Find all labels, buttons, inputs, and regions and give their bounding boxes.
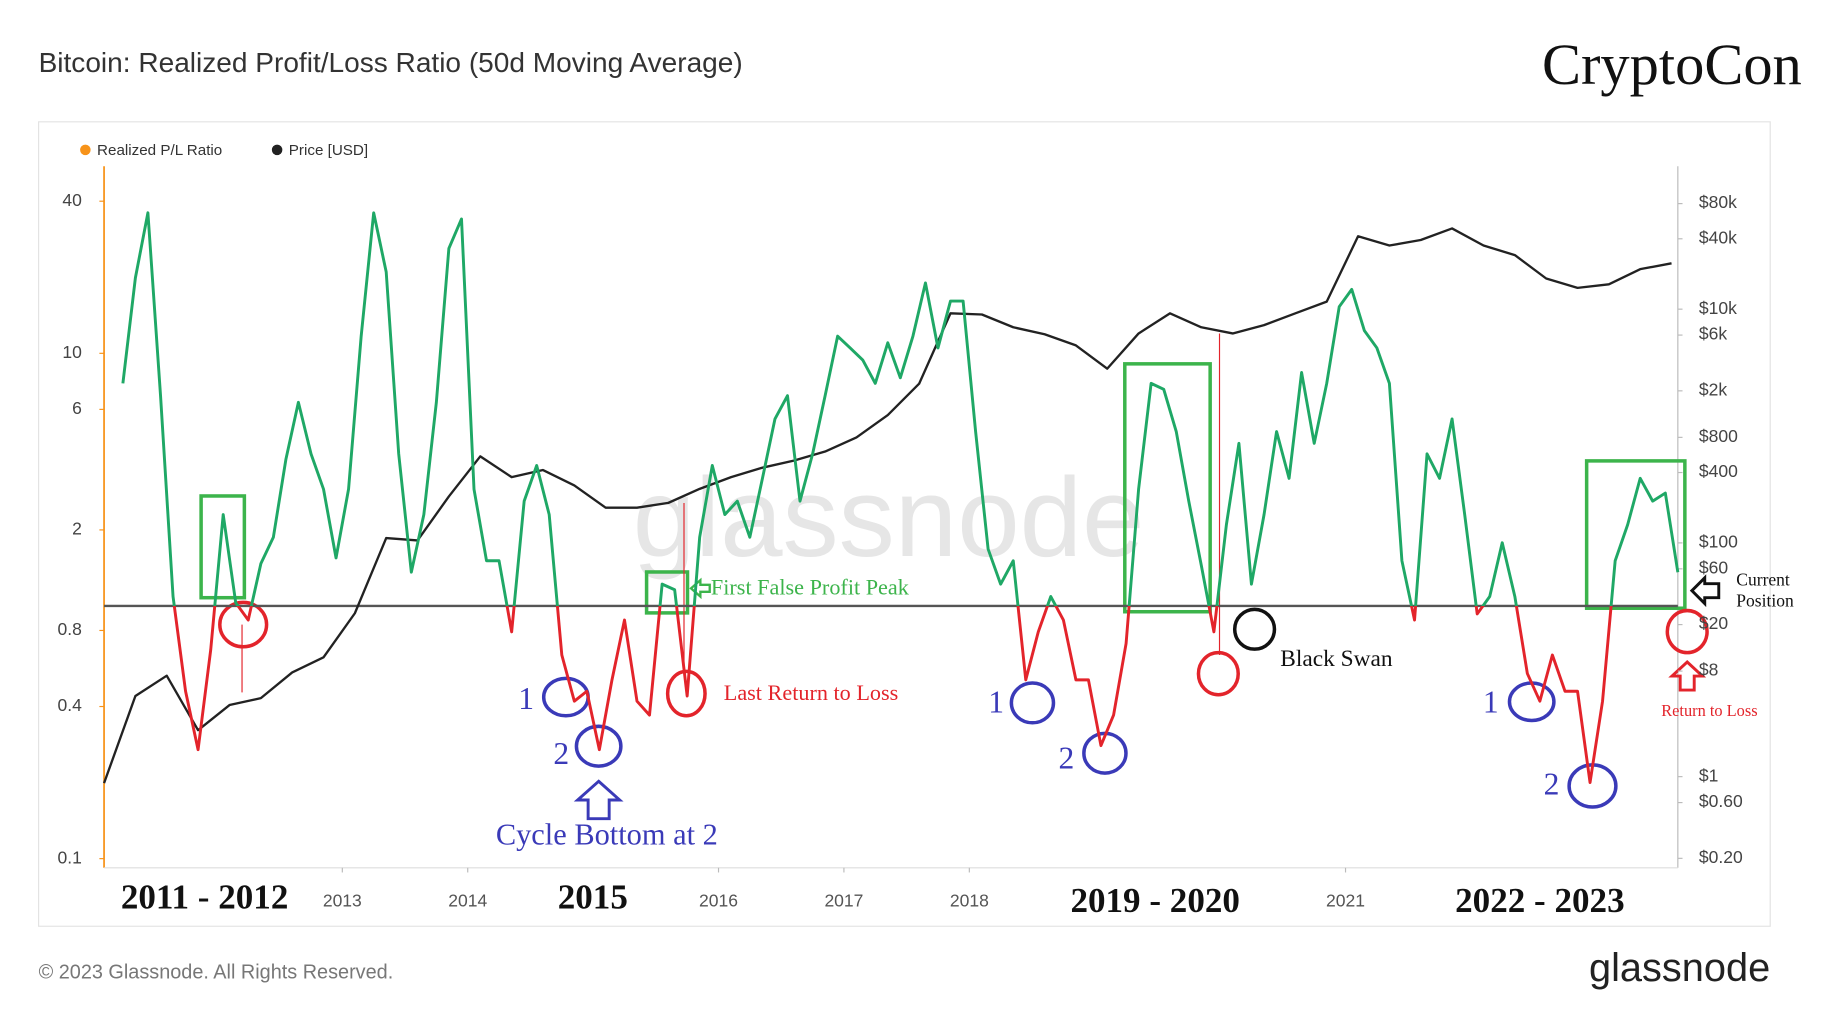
annotation: Position: [1736, 590, 1794, 610]
y2-tick-label: $40k: [1699, 227, 1737, 247]
arrow: [1689, 574, 1721, 608]
annotation: 2015: [558, 878, 628, 917]
circle: [1665, 608, 1709, 655]
circle: [218, 600, 269, 649]
circle: [1196, 650, 1240, 697]
annotation: 2: [1058, 741, 1074, 776]
chart-title: Bitcoin: Realized Profit/Loss Ratio (50d…: [39, 47, 743, 78]
y-tick-label: 0.1: [57, 847, 81, 867]
annotation: Black Swan: [1280, 646, 1393, 672]
y-tick-label: 0.4: [57, 695, 82, 715]
arrow: [1668, 660, 1707, 692]
y-tick-label: 0.8: [57, 619, 81, 639]
x-tick-label: 2021: [1326, 890, 1365, 910]
annotation: 2022 - 2023: [1455, 881, 1624, 920]
annotation: 2: [1544, 766, 1560, 801]
y2-tick-label: $100: [1699, 532, 1738, 552]
y-tick-label: 6: [72, 398, 82, 418]
x-tick-label: 2014: [448, 890, 487, 910]
circle: [1009, 681, 1056, 725]
legend-swatch: [271, 144, 283, 156]
box: [644, 570, 690, 615]
annotation: Last Return to Loss: [724, 680, 899, 705]
circle: [574, 724, 623, 768]
y2-tick-label: $400: [1699, 461, 1738, 481]
annotation: 1: [1483, 685, 1499, 720]
annotation: 2: [553, 736, 569, 771]
box: [1123, 362, 1212, 614]
watermark: glassnode: [633, 454, 1145, 580]
circle: [1232, 607, 1277, 651]
arrow: [573, 779, 624, 821]
y2-tick-label: $6k: [1699, 324, 1727, 344]
annotation: 2011 - 2012: [121, 878, 289, 917]
price-line: [102, 227, 1672, 784]
profit-line: [121, 211, 1680, 606]
x-tick-label: 2013: [323, 890, 362, 910]
legend-swatch: [80, 144, 91, 156]
y2-tick-label: $1: [1699, 765, 1718, 785]
footer: © 2023 Glassnode. All Rights Reserved.: [39, 961, 394, 983]
annotation: 1: [518, 681, 534, 716]
y2-tick-label: $2k: [1699, 379, 1727, 399]
y2-tick-label: $10k: [1699, 298, 1737, 318]
y2-tick-label: $0.20: [1699, 847, 1743, 867]
logo: glassnode: [1589, 946, 1770, 990]
arrow: [689, 577, 711, 600]
y2-tick-label: $20: [1699, 613, 1728, 633]
legend-label: Realized P/L Ratio: [97, 142, 222, 159]
circle: [665, 669, 707, 718]
y-tick-label: 40: [62, 190, 82, 210]
x-tick-label: 2018: [950, 890, 989, 910]
annotation: First False Profit Peak: [711, 575, 910, 600]
x-tick-label: 2016: [699, 890, 738, 910]
box: [1584, 459, 1687, 610]
chart-frame: [38, 121, 1771, 927]
legend-label: Price [USD]: [289, 142, 368, 159]
box: [199, 494, 247, 600]
brand: CryptoCon: [1542, 32, 1802, 97]
y2-tick-label: $80k: [1699, 192, 1737, 212]
annotation: 1: [988, 685, 1004, 720]
y2-tick-label: $8: [1699, 660, 1718, 680]
annotation: 2019 - 2020: [1070, 881, 1239, 920]
annotation: Return to Loss: [1661, 701, 1757, 720]
x-tick-label: 2017: [824, 890, 863, 910]
y2-tick-label: $60: [1699, 557, 1728, 577]
y2-tick-label: $800: [1699, 426, 1738, 446]
y2-tick-label: $0.60: [1699, 791, 1743, 811]
annotation: Cycle Bottom at 2: [496, 817, 718, 851]
annotation: Current: [1736, 569, 1790, 589]
circle: [1507, 681, 1556, 723]
y-tick-label: 10: [62, 342, 82, 362]
y-tick-label: 2: [72, 519, 82, 539]
